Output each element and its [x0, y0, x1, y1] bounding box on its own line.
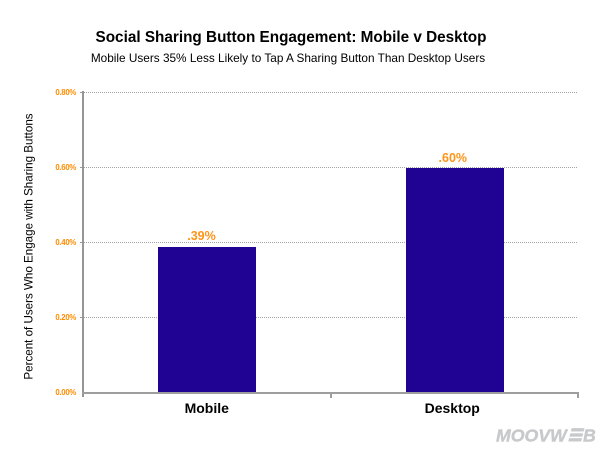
- svg-text:Percent of Users Who Engage wi: Percent of Users Who Engage with Sharing…: [23, 113, 36, 379]
- svg-text:MOOVW: MOOVW: [496, 427, 568, 445]
- svg-text:B: B: [583, 427, 596, 445]
